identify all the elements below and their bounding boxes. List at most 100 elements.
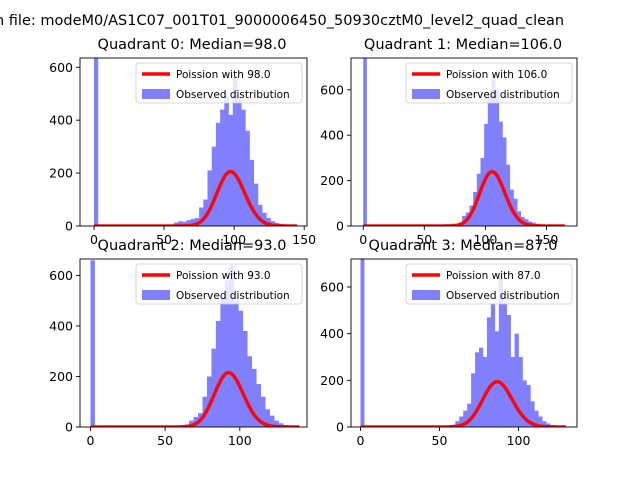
y-tick-label: 0 [65,219,73,234]
histogram-bar [251,368,257,427]
histogram-bar [467,403,472,427]
histogram-bar [522,380,527,427]
histogram-bar [542,421,547,427]
histogram-bar [498,121,503,226]
subplot-quadrant-0: 0 50 100 150 0 200 400 600 Poission with 98.0 Obs… [49,37,316,247]
x-tick-label: 50 [416,232,432,247]
histogram-bar [266,218,271,226]
y-tick-label: 400 [49,113,73,128]
histogram-bar [242,331,248,427]
plot-area [93,58,298,226]
histogram-bar [229,265,235,427]
legend-label: Observed distribution [446,89,560,101]
legend-label: Observed distribution [446,290,560,302]
histogram-bar [215,320,221,427]
histogram-bar [494,331,500,427]
histogram-bar [220,298,226,427]
histogram-bar [363,58,367,226]
histogram-bar [480,157,485,226]
x-tick-label: 50 [156,232,172,247]
histogram-bar [487,96,492,226]
poisson-line [362,169,566,226]
histogram-bar [495,89,500,226]
legend-label: Poission with 93.0 [176,270,271,282]
histogram-bar [498,275,504,427]
subplot-title: Quadrant 0: Median=98.0 [98,37,287,53]
legend-label: Poission with 87.0 [446,270,541,282]
histogram-bar [241,109,246,226]
histogram-bar [506,164,511,226]
y-tick-label: 600 [320,280,344,295]
x-tick-label: 100 [228,433,252,448]
plot-area [90,260,300,427]
x-tick-label: 150 [292,232,316,247]
y-tick-label: 200 [320,173,344,188]
histogram-bar [502,303,507,427]
plot-area [362,58,566,226]
y-tick-label: 400 [49,318,73,333]
poisson-line [93,169,298,226]
subplot-title: Quadrant 2: Median=93.0 [98,238,287,254]
histogram-bar [211,146,217,226]
histogram-bar [207,170,213,226]
legend-label: Poission with 106.0 [446,69,547,81]
histogram-bar [265,409,270,427]
histogram-bar [269,415,275,427]
x-tick-label: 150 [535,232,559,247]
histogram-bar [530,401,535,427]
legend-label: Observed distribution [176,290,290,302]
histogram-bar [502,137,507,226]
histogram-bar [232,77,238,226]
poisson-line [360,379,567,427]
y-tick-label: 600 [49,268,73,283]
histogram-bar [459,416,464,427]
plot-area [360,259,567,427]
histogram-bar [233,300,239,427]
histogram-bar [262,212,267,226]
histogram-bar [190,218,196,226]
histogram-bar [479,347,484,427]
legend-patch-swatch [142,290,170,300]
histogram-bar [455,421,460,427]
y-tick-label: 600 [49,60,73,75]
legend-box [135,62,303,104]
legend-label: Observed distribution [176,89,290,101]
subplot-quadrant-3: 0 50 100 0 200 400 600 Poission with 87.0 Observ… [320,238,578,448]
histogram-bar [538,416,543,427]
histogram-bar [245,130,250,226]
legend: Poission with 93.0 Observed distribution [135,263,303,305]
histogram-bar [238,310,244,427]
x-tick-label: 50 [157,433,173,448]
x-tick-label: 0 [357,433,365,448]
histogram-bar [199,207,204,226]
axes-frame [350,57,578,227]
histogram-bar [257,204,263,226]
histogram-bar [471,373,476,427]
histogram-bar [518,357,523,427]
histogram-bar [249,159,255,226]
histogram-bar [534,410,539,427]
histogram-bar [94,58,99,226]
axes-frame [79,258,308,428]
histogram-bar [491,73,496,226]
subplot-title: Quadrant 3: Median=87.0 [369,238,558,254]
x-tick-label: 100 [473,232,497,247]
legend-box [405,263,573,305]
subplot-title: Quadrant 1: Median=106.0 [364,37,562,53]
histogram-bar [506,315,511,427]
axes-frame [350,258,578,428]
histogram-bar [486,317,492,427]
x-tick-label: 0 [359,232,367,247]
legend-patch-swatch [412,290,440,300]
y-tick-label: 400 [320,128,344,143]
histogram-bar [475,352,480,427]
histogram-bar [490,303,496,427]
histogram-bar [203,199,208,226]
histogram-bar [514,333,519,427]
histogram-bar [510,357,515,427]
histogram-bar [278,423,284,427]
subplot-quadrant-2: 0 50 100 0 200 400 600 Poission with 93.0 Observ… [49,238,308,448]
histogram-bar [224,96,229,226]
y-tick-label: 600 [320,82,344,97]
